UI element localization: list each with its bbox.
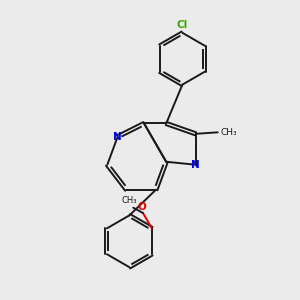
Text: O: O xyxy=(137,202,146,212)
Text: CH₃: CH₃ xyxy=(220,128,237,137)
Text: Cl: Cl xyxy=(177,20,188,30)
Text: N: N xyxy=(191,160,200,170)
Text: CH₃: CH₃ xyxy=(121,196,136,205)
Text: N: N xyxy=(113,132,122,142)
